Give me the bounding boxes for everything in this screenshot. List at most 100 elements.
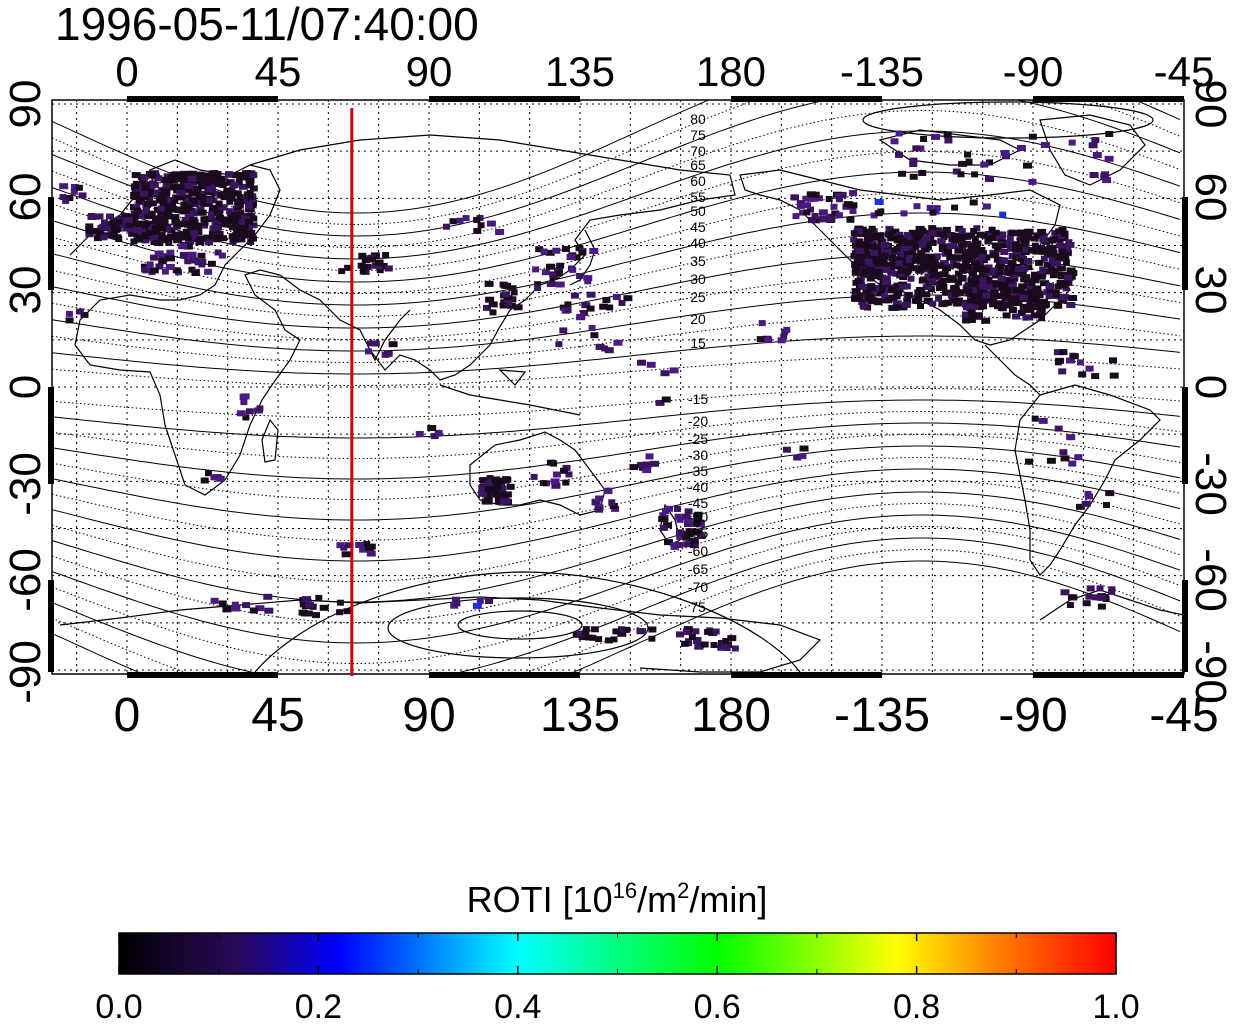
roti-cell [1024,264,1033,271]
frame-bar-bottom [127,672,278,678]
colorbar-tick-label: 0.8 [893,988,940,1024]
latitude-labels-right: 90 60 30 0 -30 -60 -90 [1186,80,1235,704]
roti-cell [922,284,932,291]
roti-cell [946,243,955,250]
roti-cell [986,159,993,166]
roti-cell [75,308,84,315]
roti-cell [1091,594,1101,601]
roti-cell [207,260,216,267]
magnetic-lat-label: -70 [688,579,708,595]
roti-cell [570,292,579,299]
roti-cell [849,208,857,214]
roti-cell [966,317,976,323]
roti-cell [917,250,926,256]
roti-cell [1030,312,1038,319]
roti-cell [868,243,877,250]
roti-cell [249,172,258,179]
roti-cell [868,298,877,305]
roti-cell [973,312,983,319]
roti-cell [550,478,560,485]
roti-cell [900,210,908,217]
roti-cell [483,304,491,311]
roti-cell [1054,260,1061,267]
roti-cell [157,205,165,212]
lat-tick-label-left: 30 [1,266,50,315]
magnetic-lat-contour [52,212,1181,306]
roti-cell [126,222,135,229]
roti-cell [984,283,993,290]
roti-cell [178,207,188,214]
roti-cell [238,183,248,190]
roti-cell [1024,228,1034,235]
roti-cell [1081,500,1091,507]
frame-bar-bottom [731,672,882,678]
roti-cell [1026,283,1035,290]
roti-cell [1033,232,1043,239]
roti-cell [93,235,102,242]
roti-cell [976,231,985,238]
roti-cell [893,293,901,300]
roti-cell [583,275,593,282]
magnetic-lat-label: 75 [690,599,706,615]
roti-cell [612,628,621,635]
roti-cell [793,454,802,461]
roti-cell [255,605,265,612]
roti-cell [874,199,884,205]
roti-cell [1091,137,1100,144]
roti-cell [430,433,439,440]
roti-cell [183,197,193,204]
roti-cell [498,485,507,492]
roti-cell [486,220,496,227]
magnetic-lat-contour [52,274,1181,340]
roti-cell [670,542,680,549]
colorbar-tick-label: 1.0 [1092,988,1139,1024]
roti-cell [898,270,906,277]
roti-cell [970,228,978,234]
roti-cell [1097,603,1106,610]
timestamp-title: 1996-05-11/07:40:00 [55,0,479,50]
roti-cell [1102,596,1110,602]
magnetic-lat-contour [52,537,1181,674]
roti-cell [513,304,523,311]
roti-cell [782,446,791,453]
roti-cell [209,205,217,212]
roti-cell [689,542,699,549]
latitude-labels-left: 90 60 30 0 -30 -60 -90 [1,80,50,704]
roti-cell [298,609,308,616]
roti-cell [205,186,214,193]
roti-cell [909,161,918,167]
roti-cell [868,225,876,232]
roti-cell [561,246,570,252]
frame-bar-right [1182,580,1188,672]
roti-cell [917,145,925,152]
roti-cell [1053,349,1063,356]
roti-cell [248,222,258,229]
roti-cell [177,183,185,190]
roti-cell [874,210,883,217]
roti-cell [909,173,918,180]
roti-cell [383,350,393,357]
roti-cell [211,236,221,243]
roti-cell [870,250,879,256]
roti-cell [218,600,227,607]
roti-cell [379,263,388,269]
roti-cell [865,272,874,279]
roti-cell [909,157,918,164]
roti-cell [167,174,175,181]
roti-cell [858,260,868,267]
roti-cell [799,209,807,216]
roti-cell [359,268,367,275]
colorbar-tick-label: 0.0 [95,988,142,1024]
roti-cell [860,248,869,255]
roti-cell [971,171,979,178]
roti-cell [951,290,961,297]
roti-cell [551,482,561,489]
roti-data-cells [59,130,1119,652]
roti-cell [195,239,205,246]
roti-cell [896,243,905,250]
roti-cell [1060,230,1069,237]
roti-cell [965,158,973,165]
roti-cell [107,232,115,239]
roti-cell [106,213,114,220]
roti-cell [582,626,590,633]
